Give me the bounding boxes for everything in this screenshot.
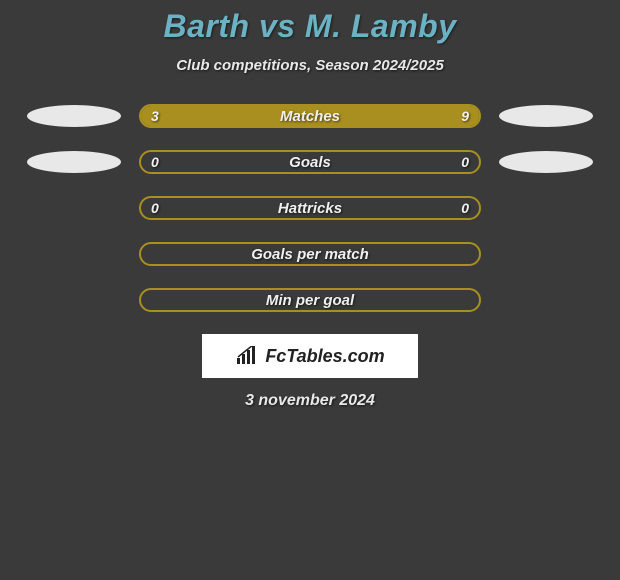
page-title: Barth vs M. Lamby — [0, 8, 620, 45]
stat-value-right: 9 — [461, 106, 469, 126]
team-badge-left — [19, 102, 129, 130]
stat-bar: 0 0Hattricks — [139, 196, 481, 220]
stat-label: Goals per match — [141, 244, 479, 264]
stat-value-right: 0 — [461, 152, 469, 172]
stat-bar: 39Matches — [139, 104, 481, 128]
badge-ellipse-icon — [499, 151, 593, 173]
stat-bar: 0 0Goals — [139, 150, 481, 174]
badge-ellipse-icon — [27, 151, 121, 173]
attribution-text: FcTables.com — [265, 346, 384, 367]
stat-value-right: 0 — [461, 198, 469, 218]
team-badge-right — [491, 148, 601, 176]
chart-icon — [235, 346, 259, 366]
stat-rows: 39Matches00Goals00HattricksGoals per mat… — [0, 104, 620, 312]
stat-bar: Goals per match — [139, 242, 481, 266]
badge-ellipse-icon — [499, 105, 593, 127]
attribution-badge: FcTables.com — [202, 334, 418, 378]
team-badge-right — [491, 102, 601, 130]
subtitle: Club competitions, Season 2024/2025 — [0, 57, 620, 74]
stats-container: Barth vs M. Lamby Club competitions, Sea… — [0, 0, 620, 410]
stat-label: Hattricks — [141, 198, 479, 218]
date-label: 3 november 2024 — [0, 392, 620, 410]
stat-row: 0 0Goals — [0, 150, 620, 174]
stat-row: 0 0Hattricks — [0, 196, 620, 220]
stat-row: 39Matches — [0, 104, 620, 128]
stat-label: Min per goal — [141, 290, 479, 310]
stat-row: Min per goal — [0, 288, 620, 312]
stat-value-left: 0 — [151, 152, 159, 172]
stat-value-left: 3 — [151, 106, 159, 126]
bar-fill-right — [215, 106, 479, 126]
badge-ellipse-icon — [27, 105, 121, 127]
team-badge-left — [19, 148, 129, 176]
stat-label: Goals — [141, 152, 479, 172]
stat-bar: Min per goal — [139, 288, 481, 312]
stat-row: Goals per match — [0, 242, 620, 266]
stat-value-left: 0 — [151, 198, 159, 218]
